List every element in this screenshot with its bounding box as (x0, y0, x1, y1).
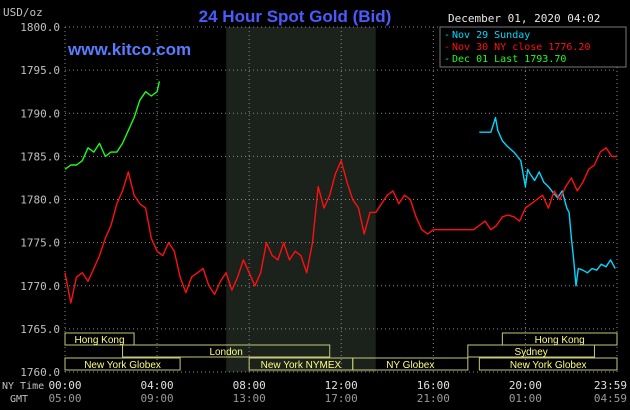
y-tick-label: 1800.0 (20, 21, 60, 34)
y-tick-label: 1765.0 (20, 323, 60, 336)
series-line (64, 81, 161, 170)
nymex-shade-band (226, 27, 376, 372)
x-tick-gmt: 21:00 (417, 392, 450, 405)
grid-lines (64, 26, 618, 373)
y-tick-label: 1780.0 (20, 194, 60, 207)
x-tick-ny: 20:00 (509, 379, 542, 392)
x-tick-gmt: 17:00 (325, 392, 358, 405)
x-tick-gmt: 01:00 (509, 392, 542, 405)
x-tick-ny: 08:00 (233, 379, 266, 392)
session-box (64, 332, 135, 346)
session-box (122, 344, 331, 358)
gmt-label: GMT (10, 394, 28, 405)
y-tick-label: 1790.0 (20, 107, 60, 120)
x-tick-ny: 12:00 (325, 379, 358, 392)
session-label: Hong Kong (75, 335, 125, 346)
x-tick-ny: 16:00 (417, 379, 450, 392)
y-axis-label: USD/oz (3, 6, 43, 19)
trading-sessions: Hong Kong Hong Kong London Sydney New York G… (64, 332, 618, 371)
y-axis-ticks: 1800.0 1795.0 1790.0 1785.0 1780.0 1775.0 1770… (20, 21, 60, 379)
y-tick-label: 1760.0 (20, 366, 60, 379)
legend-box (439, 26, 627, 68)
y-tick-label: 1795.0 (20, 64, 60, 77)
y-tick-label: 1775.0 (20, 237, 60, 250)
legend: - Nov 29 Sunday- Nov 30 NY close 1776.20- D… (439, 26, 627, 68)
legend-marker: - (444, 54, 450, 65)
x-tick-gmt: 05:00 (48, 392, 81, 405)
session-label: New York Globex (510, 360, 587, 371)
price-series (64, 81, 617, 304)
session-box (478, 357, 618, 371)
x-tick-ny: 04:00 (141, 379, 174, 392)
x-tick-gmt: 09:00 (141, 392, 174, 405)
series-line (64, 147, 617, 304)
timestamp: December 01, 2020 04:02 (448, 12, 600, 25)
session-label: NY Globex (386, 360, 434, 371)
session-box (352, 357, 469, 371)
session-box (467, 344, 595, 358)
chart-title: 24 Hour Spot Gold (Bid) (199, 7, 392, 26)
x-tick-gmt: 13:00 (233, 392, 266, 405)
x-tick-gmt: 04:59 (594, 392, 627, 405)
x-tick-ny: 00:00 (48, 379, 81, 392)
session-label: Hong Kong (535, 335, 585, 346)
legend-entry: Dec 01 Last 1793.70 (452, 54, 566, 65)
y-tick-label: 1770.0 (20, 280, 60, 293)
nymex-shade (226, 27, 376, 372)
session-label: New York Globex (84, 360, 161, 371)
series-line (479, 116, 616, 287)
legend-marker: - (444, 30, 450, 41)
session-label: New York NYMEX (261, 360, 342, 371)
x-tick-ny: 23:59 (594, 379, 627, 392)
legend-marker: - (444, 42, 450, 53)
watermark: www.kitco.com (67, 40, 191, 59)
ny-time-label: NY Time (2, 381, 44, 392)
legend-entry: Nov 30 NY close 1776.20 (452, 42, 590, 53)
legend-entry: Nov 29 Sunday (452, 30, 530, 41)
y-tick-label: 1785.0 (20, 150, 60, 163)
session-label: London (209, 347, 242, 358)
session-label: Sydney (514, 347, 547, 358)
session-box (64, 357, 181, 371)
